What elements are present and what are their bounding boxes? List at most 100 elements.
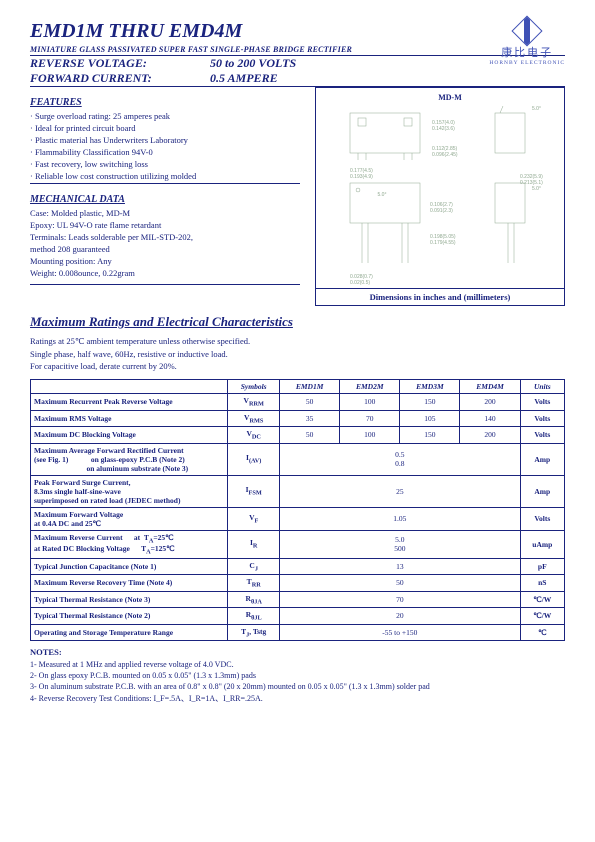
notes-heading: NOTES: (30, 647, 565, 657)
table-header-cell: EMD4M (460, 380, 520, 394)
table-row: Maximum Average Forward Rectified Curren… (31, 443, 565, 475)
param-label: Maximum Average Forward Rectified Curren… (31, 443, 228, 475)
param-label: Maximum DC Blocking Voltage (31, 427, 228, 444)
feature-item: Fast recovery, low switching loss (30, 159, 300, 169)
feature-item: Surge overload rating: 25 amperes peak (30, 111, 300, 121)
table-header-cell (31, 380, 228, 394)
param-label: Maximum Reverse Recovery Time (Note 4) (31, 575, 228, 592)
package-diagram: MD-M 0.157(4.0) 0.142(3.6) 0.112(2.85) 0… (315, 87, 565, 289)
svg-text:5.0°: 5.0° (378, 192, 387, 198)
package-label: MD-M (438, 93, 462, 102)
param-value: 13 (280, 558, 521, 575)
param-unit: ℃ (520, 624, 564, 641)
param-value: 100 (340, 394, 400, 411)
table-row: Typical Thermal Resistance (Note 2)RθJL2… (31, 608, 565, 625)
table-row: Maximum Forward Voltageat 0.4A DC and 25… (31, 507, 565, 530)
param-value: 200 (460, 394, 520, 411)
feature-item: Plastic material has Underwriters Labora… (30, 135, 300, 145)
table-row: Typical Junction Capacitance (Note 1)CJ1… (31, 558, 565, 575)
param-symbol: VRRM (228, 394, 280, 411)
feature-item: Flammability Classification 94V-0 (30, 147, 300, 157)
logo-diamond-icon (512, 15, 543, 46)
table-body: Maximum Recurrent Peak Reverse VoltageVR… (31, 394, 565, 641)
mechdata-line: Case: Molded plastic, MD-M (30, 208, 300, 218)
param-value: 105 (400, 410, 460, 427)
param-value: 140 (460, 410, 520, 427)
param-unit: Amp (520, 443, 564, 475)
divider (30, 284, 300, 285)
svg-text:0.177(4.5): 0.177(4.5) (350, 168, 373, 174)
mechdata-line: Mounting position: Any (30, 256, 300, 266)
logo-en-text: HORNBY ELECTRONIC (489, 60, 565, 66)
note-item: 3- On aluminum substrate P.C.B. with an … (30, 682, 565, 691)
param-value: 50 (280, 427, 340, 444)
param-label: Operating and Storage Temperature Range (31, 624, 228, 641)
ratings-intro-line: For capacitive load, derate current by 2… (30, 361, 565, 371)
param-symbol: TRR (228, 575, 280, 592)
table-header-cell: EMD2M (340, 380, 400, 394)
table-row: Maximum Reverse Current at TA=25℃at Rate… (31, 530, 565, 558)
param-symbol: I(AV) (228, 443, 280, 475)
table-header-cell: EMD1M (280, 380, 340, 394)
ratings-intro: Ratings at 25℃ ambient temperature unles… (30, 336, 565, 371)
table-header-row: SymbolsEMD1MEMD2MEMD3MEMD4MUnits (31, 380, 565, 394)
param-value: 200 (460, 427, 520, 444)
logo-cn-text: 康比电子 (489, 44, 565, 60)
param-value: 5.0500 (280, 530, 521, 558)
param-label: Maximum Forward Voltageat 0.4A DC and 25… (31, 507, 228, 530)
table-header-cell: EMD3M (400, 380, 460, 394)
note-item: 1- Measured at 1 MHz and applied reverse… (30, 660, 565, 669)
table-row: Maximum DC Blocking VoltageVDC5010015020… (31, 427, 565, 444)
mechdata-list: Case: Molded plastic, MD-M Epoxy: UL 94V-… (30, 208, 300, 278)
param-label: Typical Thermal Resistance (Note 3) (31, 591, 228, 608)
param-unit: ℃/W (520, 591, 564, 608)
svg-text:0.142(3.6): 0.142(3.6) (432, 126, 455, 132)
svg-text:5.0°: 5.0° (532, 106, 541, 112)
param-label: Maximum RMS Voltage (31, 410, 228, 427)
param-value: 25 (280, 475, 521, 507)
mechdata-line: Epoxy: UL 94V-O rate flame retardant (30, 220, 300, 230)
mechdata-heading: MECHANICAL DATA (30, 194, 300, 205)
ratings-heading: Maximum Ratings and Electrical Character… (30, 314, 565, 330)
param-symbol: IR (228, 530, 280, 558)
param-symbol: VDC (228, 427, 280, 444)
spec-value: 50 to 200 VOLTS (210, 56, 296, 71)
features-heading: FEATURES (30, 97, 300, 108)
features-list: Surge overload rating: 25 amperes peak Id… (30, 111, 300, 181)
param-value: 150 (400, 427, 460, 444)
spec-label: FORWARD CURRENT: (30, 71, 210, 86)
param-unit: Volts (520, 507, 564, 530)
param-value: 150 (400, 394, 460, 411)
param-value: 20 (280, 608, 521, 625)
ratings-table: SymbolsEMD1MEMD2MEMD3MEMD4MUnits Maximum… (30, 379, 565, 641)
svg-text:0.02(0.5): 0.02(0.5) (350, 280, 370, 286)
param-symbol: IFSM (228, 475, 280, 507)
param-unit: pF (520, 558, 564, 575)
param-value: 50 (280, 575, 521, 592)
param-symbol: RθJL (228, 608, 280, 625)
param-value: 70 (340, 410, 400, 427)
ratings-intro-line: Ratings at 25℃ ambient temperature unles… (30, 336, 565, 347)
param-symbol: TJ, Tstg (228, 624, 280, 641)
svg-text:0.179(4.55): 0.179(4.55) (430, 240, 456, 246)
divider (30, 183, 300, 184)
table-row: Peak Forward Surge Current,8.3ms single … (31, 475, 565, 507)
svg-text:0.091(2.3): 0.091(2.3) (430, 208, 453, 214)
param-unit: nS (520, 575, 564, 592)
note-item: 4- Reverse Recovery Test Conditions: I_F… (30, 693, 565, 704)
table-row: Maximum Reverse Recovery Time (Note 4)TR… (31, 575, 565, 592)
feature-item: Ideal for printed circuit board (30, 123, 300, 133)
param-unit: Volts (520, 427, 564, 444)
param-symbol: CJ (228, 558, 280, 575)
param-label: Typical Junction Capacitance (Note 1) (31, 558, 228, 575)
notes-list: 1- Measured at 1 MHz and applied reverse… (30, 660, 565, 704)
spec-label: REVERSE VOLTAGE: (30, 56, 210, 71)
table-row: Maximum RMS VoltageVRMS3570105140Volts (31, 410, 565, 427)
mechdata-line: Terminals: Leads solderable per MIL-STD-… (30, 232, 300, 242)
brand-logo: 康比电子 HORNBY ELECTRONIC (489, 20, 565, 66)
param-unit: ℃/W (520, 608, 564, 625)
param-unit: Volts (520, 410, 564, 427)
mechdata-line: method 208 guaranteed (30, 244, 300, 254)
param-value: 100 (340, 427, 400, 444)
param-symbol: RθJA (228, 591, 280, 608)
